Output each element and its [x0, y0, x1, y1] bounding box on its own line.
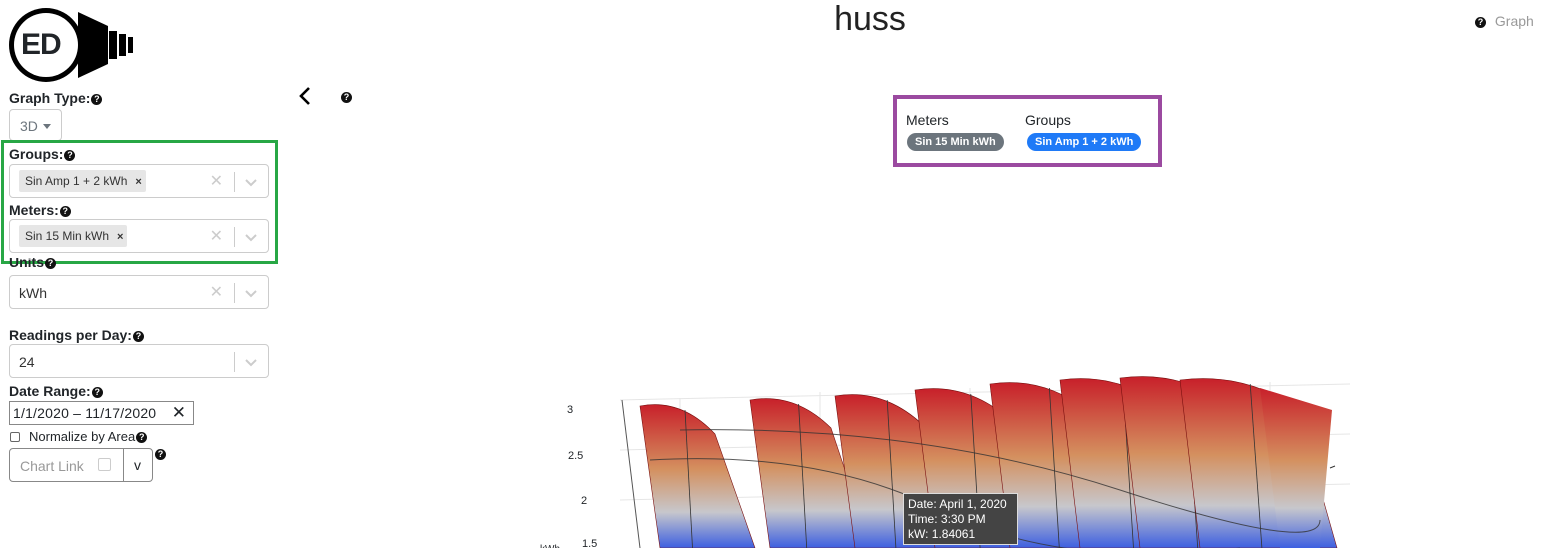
hover-tooltip: Date: April 1, 2020 Time: 3:30 PM kW: 1.…	[903, 493, 1018, 545]
select-separator	[234, 283, 235, 303]
meters-select[interactable]: Sin 15 Min kWh × ✕	[9, 219, 269, 253]
chart-link-label: Chart Link	[20, 458, 84, 474]
page-title: huss	[834, 0, 906, 38]
help-icon[interactable]: ?	[155, 449, 166, 460]
surface-gridline	[1049, 387, 1060, 548]
graph-type-label: Graph Type:?	[9, 90, 103, 106]
select-separator	[234, 227, 235, 247]
group-chip: Sin Amp 1 + 2 kWh ×	[19, 170, 146, 192]
select-separator	[234, 172, 235, 192]
groups-heading: Groups	[1025, 112, 1071, 128]
surface-waves	[639, 376, 1338, 548]
group-pill[interactable]: Sin Amp 1 + 2 kWh	[1027, 133, 1142, 151]
groups-label: Groups:?	[9, 146, 76, 162]
help-icon[interactable]: ?	[341, 92, 352, 103]
chevron-left-icon	[299, 87, 310, 105]
help-icon[interactable]: ?	[45, 258, 56, 269]
surface-wave	[639, 404, 756, 548]
z-axis-label: kWh	[540, 544, 560, 548]
surface-gridline	[684, 409, 693, 548]
help-icon[interactable]: ?	[91, 387, 103, 398]
surface-plot[interactable]	[520, 370, 1380, 548]
surface-gridline	[1249, 383, 1263, 548]
chevron-down-icon[interactable]	[244, 355, 258, 369]
chevron-down-icon[interactable]	[244, 286, 258, 300]
help-icon[interactable]: ?	[64, 150, 76, 161]
help-icon[interactable]: ?	[59, 206, 71, 217]
surface-gridline	[886, 399, 897, 548]
chevron-down-icon[interactable]	[244, 175, 258, 189]
select-separator	[234, 352, 235, 372]
units-select[interactable]: kWh ✕	[9, 275, 269, 309]
date-range-input[interactable]: 1/1/2020 – 11/17/2020 ✕	[9, 401, 194, 425]
help-icon[interactable]: ?	[136, 432, 148, 443]
help-icon[interactable]: ?	[132, 331, 144, 342]
normalize-label: Normalize by Area?	[29, 429, 148, 444]
graph-type-dropdown[interactable]: 3D	[9, 109, 62, 141]
chart-link-group: Chart Link v	[9, 448, 153, 482]
chevron-down-icon[interactable]	[244, 230, 258, 244]
collapse-sidebar-button[interactable]	[297, 86, 313, 106]
caret-down-icon	[43, 124, 51, 129]
clear-icon[interactable]: ✕	[209, 228, 223, 245]
meter-chip: Sin 15 Min kWh ×	[19, 225, 128, 247]
readings-per-day-select[interactable]: 24	[9, 344, 269, 378]
normalize-checkbox[interactable]	[10, 432, 20, 442]
clear-icon[interactable]: ✕	[209, 173, 223, 190]
meters-heading: Meters	[906, 112, 949, 128]
z-tick: 2.5	[568, 450, 584, 462]
app-logo: ED	[8, 4, 133, 86]
surface-gridline	[798, 403, 808, 548]
meters-label: Meters:?	[9, 202, 71, 218]
z-tick: 2	[581, 495, 588, 507]
graph-help-link[interactable]: ? Graph	[1474, 13, 1534, 29]
units-label: Units?	[9, 258, 56, 270]
clear-date-icon[interactable]: ✕	[171, 403, 186, 422]
groups-meters-highlight	[1, 140, 278, 264]
chart-link-toggle[interactable]: v	[123, 449, 153, 481]
z-tick: 3	[567, 404, 574, 416]
help-icon: ?	[1475, 17, 1486, 28]
logo-text: ED	[21, 28, 62, 61]
remove-chip-icon[interactable]: ×	[117, 231, 124, 243]
clear-icon[interactable]: ✕	[209, 284, 223, 301]
surface-wave	[1260, 388, 1332, 548]
help-icon[interactable]: ?	[91, 94, 103, 105]
date-range-label: Date Range:?	[9, 383, 103, 399]
remove-chip-icon[interactable]: ×	[135, 176, 142, 188]
readings-per-day-label: Readings per Day:?	[9, 327, 144, 343]
groups-select[interactable]: Sin Amp 1 + 2 kWh × ✕	[9, 164, 269, 198]
chart-link-checkbox[interactable]	[98, 458, 111, 471]
legend-highlight	[893, 95, 1162, 167]
meter-pill[interactable]: Sin 15 Min kWh	[907, 133, 1004, 151]
z-tick: 1.5	[582, 538, 598, 550]
